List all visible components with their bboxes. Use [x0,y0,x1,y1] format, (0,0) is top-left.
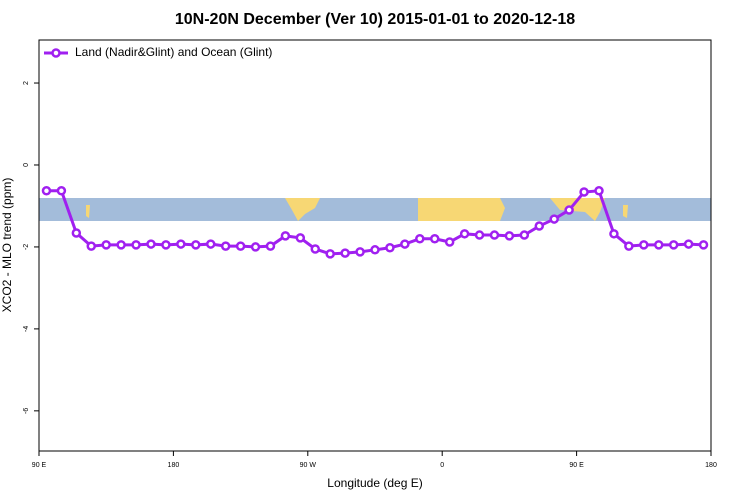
data-point [653,240,664,250]
y-tick-label: 2 [23,81,30,85]
data-point [116,240,126,250]
data-point [444,237,455,247]
data-point [429,233,440,244]
data-point [146,239,156,249]
y-tick-label: 0 [23,163,30,167]
data-point [176,239,186,249]
data-point [340,248,350,258]
data-point [385,243,395,253]
legend-label: Land (Nadir&Glint) and Ocean (Glint) [75,45,272,59]
data-point [355,247,365,257]
y-axis-label: XCO2 - MLO trend (ppm) [0,178,14,313]
y-tick-label: -2 [23,244,30,250]
data-point [101,240,111,250]
data-point [310,244,321,254]
data-point [220,241,231,251]
data-point [295,233,306,243]
data-point [370,245,380,255]
data-point [325,249,335,259]
data-point [131,240,141,250]
data-point [280,231,291,241]
data-point [683,239,694,249]
chart-title: 10N-20N December (Ver 10) 2015-01-01 to … [175,11,575,28]
data-point [624,241,634,251]
data-point [56,186,67,196]
x-tick-label: 180 [705,462,717,469]
data-point [161,240,171,250]
data-point [489,230,500,240]
data-point [415,233,425,244]
data-point [668,240,679,250]
x-tick-label: 180 [168,462,180,469]
x-tick-label: 0 [440,462,444,469]
data-point [609,229,619,239]
data-point [639,240,649,250]
data-point [504,231,515,241]
legend-marker [51,48,61,58]
data-point [41,186,52,196]
data-point [71,228,82,238]
x-tick-label: 90 E [569,462,584,469]
y-tick-label: -4 [23,326,30,332]
data-point [549,214,559,224]
x-tick-label: 90 E [32,462,47,469]
map-strip [39,198,711,221]
data-point [400,239,410,249]
data-point [698,240,709,250]
data-point [235,241,246,251]
y-tick-label: -6 [23,408,30,414]
data-point [579,187,589,197]
data-point [519,230,530,240]
x-tick-label: 90 W [300,462,317,469]
data-point [564,205,574,215]
data-point [250,242,261,252]
data-point [474,230,485,240]
data-point [86,241,97,251]
data-point [534,221,545,231]
data-point [265,241,276,251]
data-point [459,229,470,239]
data-point [205,239,216,249]
plot-frame [38,39,712,452]
data-point [594,186,604,196]
data-point [191,240,201,250]
x-axis-label: Longitude (deg E) [327,476,422,490]
